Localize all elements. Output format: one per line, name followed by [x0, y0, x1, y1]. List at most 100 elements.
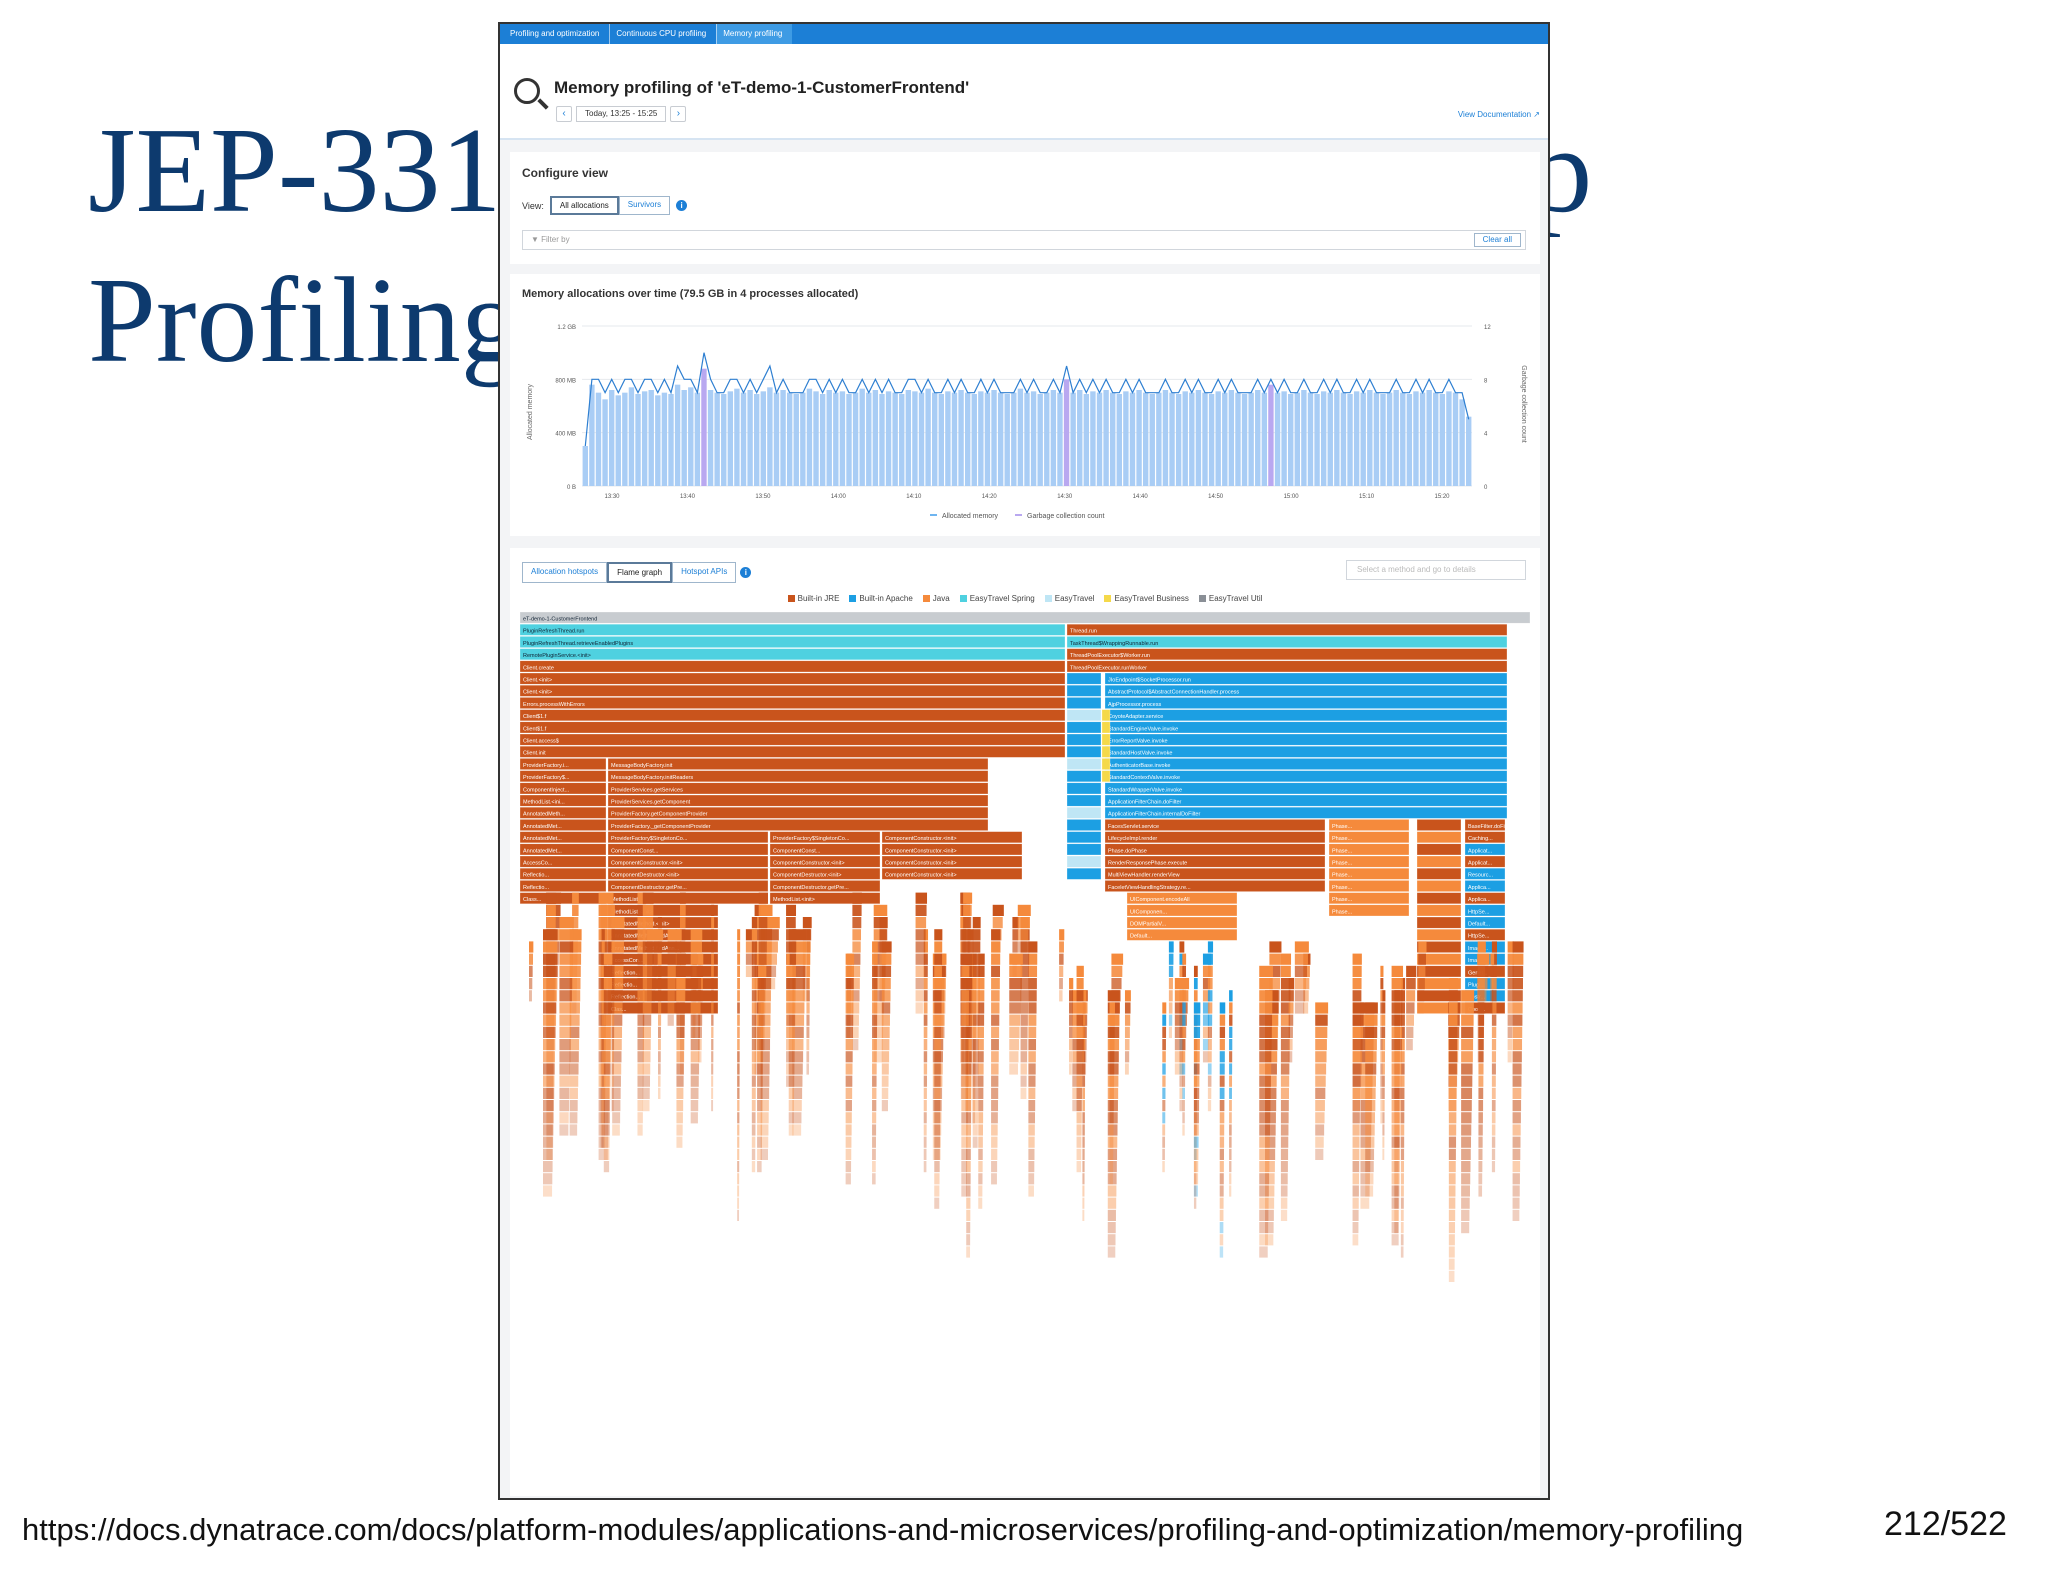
flame-tail-frame[interactable] [1076, 1051, 1083, 1063]
right-stack-frame[interactable] [1328, 831, 1410, 844]
flame-tail-frame[interactable] [1109, 1148, 1114, 1160]
flame-tail-frame[interactable] [1207, 1002, 1213, 1014]
flame-tail-frame[interactable] [1352, 965, 1362, 977]
flame-tail-frame[interactable] [1059, 978, 1063, 990]
flame-tail-frame[interactable] [872, 1087, 877, 1099]
bridge-frame[interactable] [1066, 770, 1102, 783]
flame-tail-frame[interactable] [737, 1063, 740, 1075]
flame-tail-frame[interactable] [1478, 1148, 1483, 1160]
flame-tail-frame[interactable] [637, 1087, 644, 1099]
flame-tail-frame[interactable] [915, 941, 926, 953]
flame-tail-frame[interactable] [1207, 1075, 1212, 1087]
flame-tail-frame[interactable] [1315, 1124, 1325, 1136]
flame-tail-frame[interactable] [991, 941, 1001, 953]
flame-tail-frame[interactable] [751, 990, 757, 1002]
flame-tail-frame[interactable] [972, 1051, 979, 1063]
flame-tail-frame[interactable] [845, 1136, 852, 1148]
flame-tail-frame[interactable] [1020, 1002, 1029, 1014]
flame-tail-frame[interactable] [852, 892, 862, 904]
flame-tail-frame[interactable] [529, 990, 532, 1002]
flame-tail-frame[interactable] [559, 1002, 572, 1014]
flame-tail-frame[interactable] [934, 1075, 941, 1087]
flame-tail-frame[interactable] [559, 1039, 571, 1051]
flame-tail-frame[interactable] [603, 953, 613, 965]
flame-tail-frame[interactable] [758, 1002, 765, 1014]
flame-tail-frame[interactable] [1352, 1197, 1359, 1209]
far-right-frame[interactable] [1416, 843, 1462, 856]
flame-tail-frame[interactable] [1111, 978, 1122, 990]
flame-tail-frame[interactable] [934, 1173, 940, 1185]
flame-tail-frame[interactable] [1269, 1051, 1278, 1063]
flame-tail-frame[interactable] [1265, 1234, 1274, 1246]
flame-tail-frame[interactable] [1491, 1112, 1496, 1124]
flame-tail-frame[interactable] [852, 917, 862, 929]
flame-tail-frame[interactable] [1193, 1087, 1200, 1099]
flame-tail-frame[interactable] [642, 1026, 651, 1038]
flame-tail-frame[interactable] [1352, 1112, 1360, 1124]
flame-tail-frame[interactable] [1082, 1124, 1085, 1136]
flame-tail-frame[interactable] [1207, 1039, 1212, 1051]
flame-tail-frame[interactable] [806, 1051, 810, 1063]
flame-tail-frame[interactable] [1107, 1246, 1116, 1258]
flame-tail-frame[interactable] [1280, 953, 1292, 965]
flame-tail-frame[interactable] [961, 1087, 968, 1099]
flame-tail-frame[interactable] [667, 965, 676, 977]
flame-tail-frame[interactable] [1490, 953, 1495, 965]
flame-tail-frame[interactable] [1109, 1026, 1115, 1038]
flame-tail-frame[interactable] [1477, 978, 1488, 990]
bridge-frame[interactable] [1066, 843, 1102, 856]
flame-tail-frame[interactable] [1269, 965, 1281, 977]
flame-tail-frame[interactable] [690, 1100, 699, 1112]
flame-tail-frame[interactable] [978, 1173, 983, 1185]
flame-tail-frame[interactable] [1179, 953, 1185, 965]
flame-tail-frame[interactable] [1491, 953, 1497, 965]
flame-tail-frame[interactable] [881, 1014, 890, 1026]
flame-tail-frame[interactable] [1280, 1112, 1289, 1124]
flame-tail-frame[interactable] [1491, 941, 1498, 953]
flame-tail-frame[interactable] [1406, 1026, 1414, 1038]
left-stack-frame[interactable] [519, 806, 607, 819]
flame-tail-frame[interactable] [1109, 1063, 1115, 1075]
flame-tail-frame[interactable] [1009, 990, 1022, 1002]
flame-tail-frame[interactable] [788, 1075, 795, 1087]
flame-tail-frame[interactable] [881, 1026, 890, 1038]
flame-tail-frame[interactable] [559, 917, 574, 929]
flame-tail-frame[interactable] [961, 1173, 967, 1185]
flame-tail-frame[interactable] [872, 1063, 877, 1075]
flame-tail-frame[interactable] [872, 965, 878, 977]
right-stack-frame[interactable] [1104, 782, 1508, 795]
right-stack-frame[interactable] [1066, 623, 1508, 636]
flame-tail-frame[interactable] [1448, 1014, 1458, 1026]
flame-tail-frame[interactable] [1406, 978, 1416, 990]
flame-tail-frame[interactable] [543, 1112, 554, 1124]
right-stack-frame[interactable] [1104, 843, 1326, 856]
flame-tail-frame[interactable] [603, 1026, 612, 1038]
flame-tail-frame[interactable] [1461, 1209, 1470, 1221]
flame-tail-frame[interactable] [792, 1063, 803, 1075]
flame-tail-frame[interactable] [1124, 1014, 1131, 1026]
flame-tail-frame[interactable] [881, 1100, 888, 1112]
flame-tail-frame[interactable] [845, 1039, 853, 1051]
flame-tail-frame[interactable] [711, 1087, 714, 1099]
flame-tail-frame[interactable] [559, 990, 572, 1002]
flame-tail-frame[interactable] [758, 929, 768, 941]
timeframe-value[interactable]: Today, 13:25 - 15:25 [576, 106, 667, 122]
flame-tail-frame[interactable] [1082, 1100, 1085, 1112]
flame-tail-frame[interactable] [611, 904, 615, 916]
flame-tail-frame[interactable] [1512, 1124, 1521, 1136]
flame-tail-frame[interactable] [543, 1039, 556, 1051]
flame-tail-frame[interactable] [637, 1014, 645, 1026]
flame-tail-frame[interactable] [1193, 1014, 1201, 1026]
flame-tail-frame[interactable] [1259, 1234, 1268, 1246]
flame-tail-frame[interactable] [1512, 1014, 1523, 1026]
flame-tail-frame[interactable] [1315, 1002, 1329, 1014]
flame-tail-frame[interactable] [1020, 1075, 1027, 1087]
flame-tail-frame[interactable] [963, 892, 973, 904]
flame-tail-frame[interactable] [1069, 1039, 1073, 1051]
flame-tail-frame[interactable] [1168, 941, 1174, 953]
flame-tail-frame[interactable] [1512, 1148, 1521, 1160]
flame-tail-frame[interactable] [1124, 1002, 1131, 1014]
flame-tail-frame[interactable] [676, 1124, 683, 1136]
flame-tail-frame[interactable] [1461, 1063, 1473, 1075]
flame-tail-frame[interactable] [601, 1112, 604, 1124]
